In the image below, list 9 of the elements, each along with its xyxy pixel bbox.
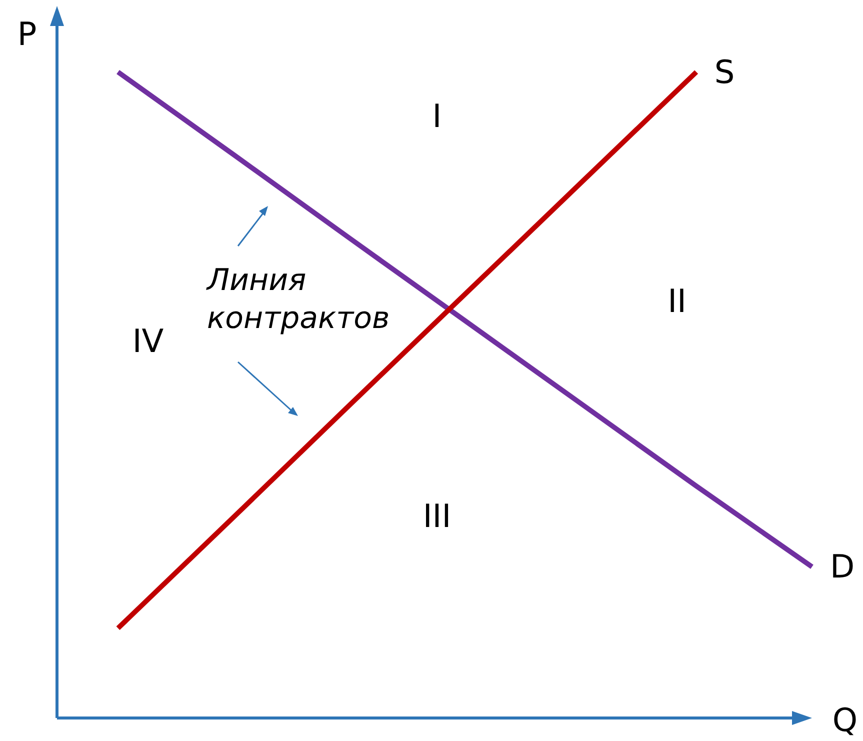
- series-label: D: [830, 548, 855, 586]
- x-axis-title: Q: [832, 700, 858, 739]
- series-label: S: [714, 52, 735, 91]
- annotation: I: [432, 96, 442, 135]
- annotation: III: [422, 496, 452, 535]
- annotation: II: [668, 282, 686, 320]
- annotation: Линия контрактов: [206, 263, 390, 336]
- y-axis-title: P: [17, 14, 37, 53]
- annotation: IV: [132, 322, 164, 360]
